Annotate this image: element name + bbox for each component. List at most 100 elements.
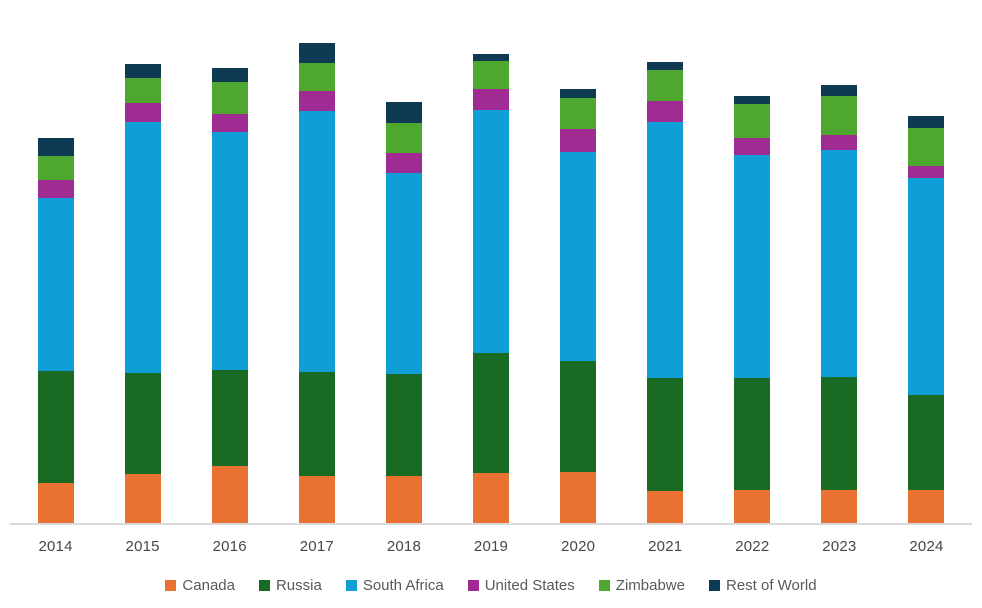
bar-segment-zimbabwe-2021 [647,70,684,101]
bar-segment-zimbabwe-2022 [734,104,771,138]
bar-column-2015 [99,0,186,523]
legend-label-zimbabwe: Zimbabwe [615,577,685,594]
bar-segment-rest-of-world-2014 [37,138,74,156]
bar-column-2014 [12,0,99,523]
bar-segment-zimbabwe-2017 [298,63,335,91]
bar-segment-rest-of-world-2020 [560,89,597,98]
bar-segment-zimbabwe-2015 [124,78,161,103]
bar-segment-united-states-2020 [560,129,597,152]
bar-segment-rest-of-world-2016 [211,68,248,82]
bar-segment-russia-2022 [734,378,771,490]
bar-segment-united-states-2019 [473,89,510,110]
legend-swatch-rest-of-world [708,580,720,591]
plot-area [10,0,972,525]
x-axis-label-2017: 2017 [299,538,334,555]
legend: Canada Russia South Africa United States Zim… [0,577,982,594]
bar-segment-rest-of-world-2021 [647,62,684,70]
stacked-bar-2024 [908,116,945,523]
bar-segment-united-states-2018 [385,153,422,173]
bar-column-2022 [709,0,796,523]
bar-segment-canada-2024 [908,490,945,523]
bar-segment-rest-of-world-2017 [298,43,335,63]
bar-segment-russia-2014 [37,371,74,483]
bar-segment-united-states-2023 [821,135,858,150]
bar-segment-rest-of-world-2023 [821,85,858,96]
bar-segment-united-states-2017 [298,91,335,111]
bar-segment-zimbabwe-2018 [385,123,422,153]
bar-column-2020 [535,0,622,523]
x-axis-label-2022: 2022 [735,538,770,555]
bar-segment-canada-2015 [124,474,161,523]
stacked-bar-2021 [647,62,684,523]
bar-segment-south-africa-2019 [473,110,510,353]
bar-segment-canada-2014 [37,483,74,523]
stacked-bar-2017 [298,43,335,523]
bar-column-2019 [447,0,534,523]
bar-segment-zimbabwe-2020 [560,98,597,129]
bar-segment-zimbabwe-2016 [211,82,248,114]
bar-segment-south-africa-2017 [298,111,335,372]
stacked-bar-2019 [473,54,510,523]
legend-item-south-africa: South Africa [345,577,444,594]
bar-segment-canada-2019 [473,473,510,523]
legend-swatch-south-africa [345,580,357,591]
legend-swatch-canada [165,580,177,591]
x-axis-label-2020: 2020 [561,538,596,555]
bar-segment-russia-2021 [647,378,684,491]
bar-segment-united-states-2022 [734,138,771,155]
bar-segment-canada-2020 [560,472,597,523]
bar-segment-united-states-2014 [37,180,74,198]
bar-column-2024 [883,0,970,523]
legend-item-rest-of-world: Rest of World [708,577,817,594]
bar-segment-south-africa-2014 [37,198,74,371]
bar-segment-zimbabwe-2023 [821,96,858,135]
legend-swatch-russia [258,580,270,591]
bar-segment-rest-of-world-2022 [734,96,771,104]
bar-segment-russia-2019 [473,353,510,473]
x-axis-label-2024: 2024 [909,538,944,555]
bar-segment-russia-2017 [298,372,335,476]
bar-segment-south-africa-2023 [821,150,858,377]
legend-item-russia: Russia [258,577,322,594]
x-axis-label-2018: 2018 [386,538,421,555]
bar-segment-south-africa-2021 [647,122,684,378]
bar-segment-united-states-2021 [647,101,684,122]
bar-segment-russia-2016 [211,370,248,466]
bar-segment-south-africa-2016 [211,132,248,370]
legend-label-russia: Russia [275,577,322,594]
legend-swatch-zimbabwe [598,580,610,591]
bar-segment-russia-2015 [124,373,161,474]
bar-column-2021 [622,0,709,523]
bar-segment-rest-of-world-2024 [908,116,945,128]
legend-label-united-states: United States [484,577,575,594]
bar-segment-russia-2020 [560,361,597,472]
x-axis-labels: 2014 2015 2016 2017 2018 2019 2020 2021 2022 2023… [12,538,970,555]
bar-segment-canada-2023 [821,490,858,523]
bar-segment-united-states-2024 [908,166,945,178]
x-axis-label-2015: 2015 [125,538,160,555]
bar-column-2017 [273,0,360,523]
bar-segment-south-africa-2020 [560,152,597,361]
bar-column-2023 [796,0,883,523]
bar-segment-rest-of-world-2019 [473,54,510,61]
x-axis-label-2023: 2023 [822,538,857,555]
legend-item-zimbabwe: Zimbabwe [598,577,685,594]
legend-label-canada: Canada [182,577,235,594]
bar-segment-canada-2021 [647,491,684,523]
bars-container [12,0,970,523]
bar-segment-zimbabwe-2014 [37,156,74,180]
legend-item-canada: Canada [165,577,235,594]
stacked-bar-2022 [734,96,771,523]
bar-column-2016 [186,0,273,523]
bar-segment-south-africa-2018 [385,173,422,374]
legend-swatch-united-states [467,580,479,591]
bar-segment-zimbabwe-2024 [908,128,945,166]
bar-segment-russia-2024 [908,395,945,490]
stacked-bar-2014 [37,138,74,523]
bar-segment-south-africa-2022 [734,155,771,378]
x-axis-label-2021: 2021 [648,538,683,555]
bar-segment-rest-of-world-2018 [385,102,422,123]
bar-segment-russia-2018 [385,374,422,476]
bar-segment-russia-2023 [821,377,858,490]
